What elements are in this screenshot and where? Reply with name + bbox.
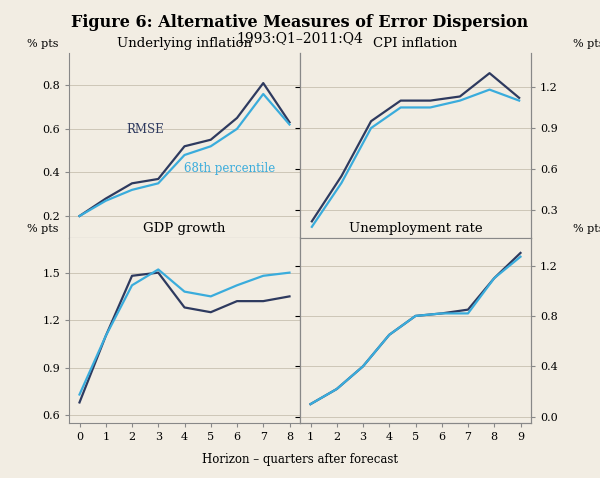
Text: RMSE: RMSE (127, 123, 164, 136)
Text: 68th percentile: 68th percentile (185, 163, 276, 175)
Text: % pts: % pts (28, 39, 59, 49)
Text: % pts: % pts (572, 39, 600, 49)
Text: Figure 6: Alternative Measures of Error Dispersion: Figure 6: Alternative Measures of Error … (71, 14, 529, 32)
Title: CPI inflation: CPI inflation (373, 37, 458, 50)
Title: Underlying inflation: Underlying inflation (117, 37, 252, 50)
Text: 1993:Q1–2011:Q4: 1993:Q1–2011:Q4 (236, 31, 364, 45)
Text: % pts: % pts (572, 224, 600, 234)
Title: Unemployment rate: Unemployment rate (349, 222, 482, 235)
Text: % pts: % pts (28, 224, 59, 234)
Text: Horizon – quarters after forecast: Horizon – quarters after forecast (202, 453, 398, 466)
Title: GDP growth: GDP growth (143, 222, 226, 235)
